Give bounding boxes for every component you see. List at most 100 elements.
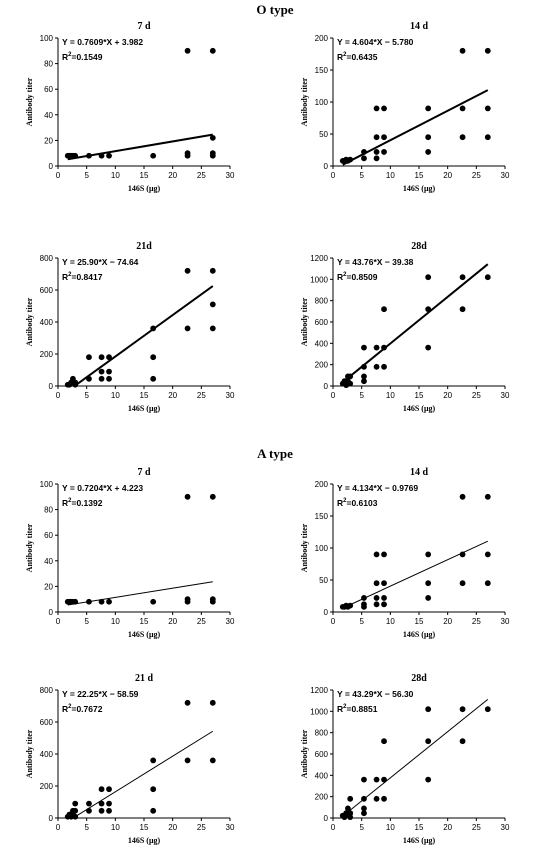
x-tick-label: 30 (501, 617, 510, 626)
regression-line (343, 263, 489, 383)
chart-title: 21d (136, 241, 152, 252)
chart-panel-a-14d: 14 d 0 50 100 150 200 0 5 10 15 20 25 30 146S (μg) Ant… (275, 464, 545, 654)
data-point (459, 580, 466, 587)
y-tick-label: 0 (49, 162, 54, 171)
y-tick-label: 1000 (310, 707, 328, 716)
r-squared: R2=0.8851 (337, 704, 378, 714)
data-point (373, 344, 380, 351)
r-squared-prefix: R (337, 52, 343, 62)
x-tick-label: 20 (168, 823, 177, 832)
chart-o-7d: 7 d 0 20 40 60 80 100 0 5 10 15 20 25 30 146S (μg) Anti… (25, 21, 235, 193)
r-squared-prefix: R (337, 498, 343, 508)
x-tick-label: 25 (197, 391, 206, 400)
r-squared-value: =0.8509 (346, 272, 377, 282)
data-point (184, 152, 191, 159)
data-point (150, 152, 157, 159)
data-point (484, 580, 491, 587)
data-point (184, 598, 191, 605)
data-point (381, 105, 387, 112)
x-tick-label: 0 (56, 171, 61, 180)
y-axis-label: Antibody titer (25, 729, 34, 778)
x-tick-label: 5 (359, 171, 364, 180)
section-title-o-type: O type (256, 2, 294, 17)
r-squared-prefix: R (62, 498, 68, 508)
x-tick-label: 5 (84, 823, 89, 832)
regression-line (342, 89, 489, 166)
chart-a-28d: 28d 0 200 400 600 800 1000 1200 0 5 10 15 20 25 30 146S… (300, 673, 510, 845)
data-point (106, 800, 112, 807)
x-tick-label: 20 (168, 617, 177, 626)
x-tick-label: 25 (197, 617, 206, 626)
chart-title: 28d (411, 241, 427, 252)
data-point (459, 738, 466, 745)
data-point (459, 134, 466, 141)
x-tick-label: 10 (386, 823, 395, 832)
data-point (484, 706, 491, 713)
x-tick-label: 15 (415, 171, 424, 180)
r-squared: R2=0.1392 (62, 498, 103, 508)
r-squared: R2=0.7672 (62, 704, 103, 714)
y-tick-label: 100 (315, 544, 329, 553)
r-squared-superscript: 2 (343, 272, 347, 278)
y-tick-label: 400 (40, 318, 54, 327)
y-tick-label: 0 (49, 382, 54, 391)
chart-title: 28d (411, 673, 427, 684)
chart-title: 7 d (137, 467, 151, 478)
chart-panel-a-21d: 21 d 0 200 400 600 800 0 5 10 15 20 25 30 146S (μg) An… (0, 670, 270, 860)
data-point (459, 493, 466, 500)
data-point (98, 598, 105, 605)
y-tick-label: 400 (315, 339, 329, 348)
data-point (345, 805, 351, 812)
data-point (150, 786, 157, 793)
y-tick-label: 600 (315, 750, 329, 759)
data-point (184, 757, 191, 764)
data-point (361, 776, 367, 783)
chart-a-7d: 7 d 0 20 40 60 80 100 0 5 10 15 20 25 30 146S (μg) Anti… (25, 467, 235, 639)
y-tick-label: 100 (40, 34, 54, 43)
regression-equation: Y = 43.29*X − 56.30 (337, 689, 414, 699)
x-tick-label: 30 (226, 617, 235, 626)
x-tick-label: 30 (501, 823, 510, 832)
data-point (150, 757, 157, 764)
data-point (425, 738, 432, 745)
x-tick-label: 5 (84, 391, 89, 400)
data-point (373, 363, 380, 370)
data-point (381, 776, 387, 783)
r-squared-superscript: 2 (343, 52, 347, 58)
r-squared-value: =0.7672 (71, 704, 102, 714)
x-tick-label: 30 (226, 391, 235, 400)
y-tick-label: 20 (44, 136, 53, 145)
data-point (98, 375, 105, 382)
data-point (373, 795, 380, 802)
y-tick-label: 1000 (310, 275, 328, 284)
data-point (150, 325, 157, 332)
y-tick-label: 600 (315, 318, 329, 327)
x-tick-label: 10 (111, 171, 120, 180)
data-point (98, 800, 105, 807)
y-tick-label: 50 (319, 130, 328, 139)
data-point (361, 373, 367, 380)
r-squared-value: =0.8851 (346, 704, 377, 714)
data-point (150, 598, 157, 605)
r-squared: R2=0.8417 (62, 272, 103, 282)
chart-panel-o-21d: 21d 0 200 400 600 800 0 5 10 15 20 25 30 146S (μg) Ant… (0, 238, 270, 428)
r-squared-prefix: R (62, 704, 68, 714)
data-point (106, 598, 112, 605)
data-point (106, 152, 112, 159)
data-point (86, 800, 92, 807)
data-point (184, 267, 191, 274)
y-tick-label: 200 (315, 34, 329, 43)
data-point (209, 699, 216, 706)
x-tick-label: 30 (501, 171, 510, 180)
data-point (86, 598, 92, 605)
r-squared-prefix: R (62, 272, 68, 282)
data-point (381, 363, 387, 370)
x-tick-label: 20 (443, 171, 452, 180)
data-point (72, 381, 79, 388)
y-tick-label: 100 (315, 98, 329, 107)
data-point (484, 105, 491, 112)
data-point (425, 580, 432, 587)
y-tick-label: 200 (315, 361, 329, 370)
data-point (150, 375, 157, 382)
chart-title: 14 d (410, 467, 429, 478)
